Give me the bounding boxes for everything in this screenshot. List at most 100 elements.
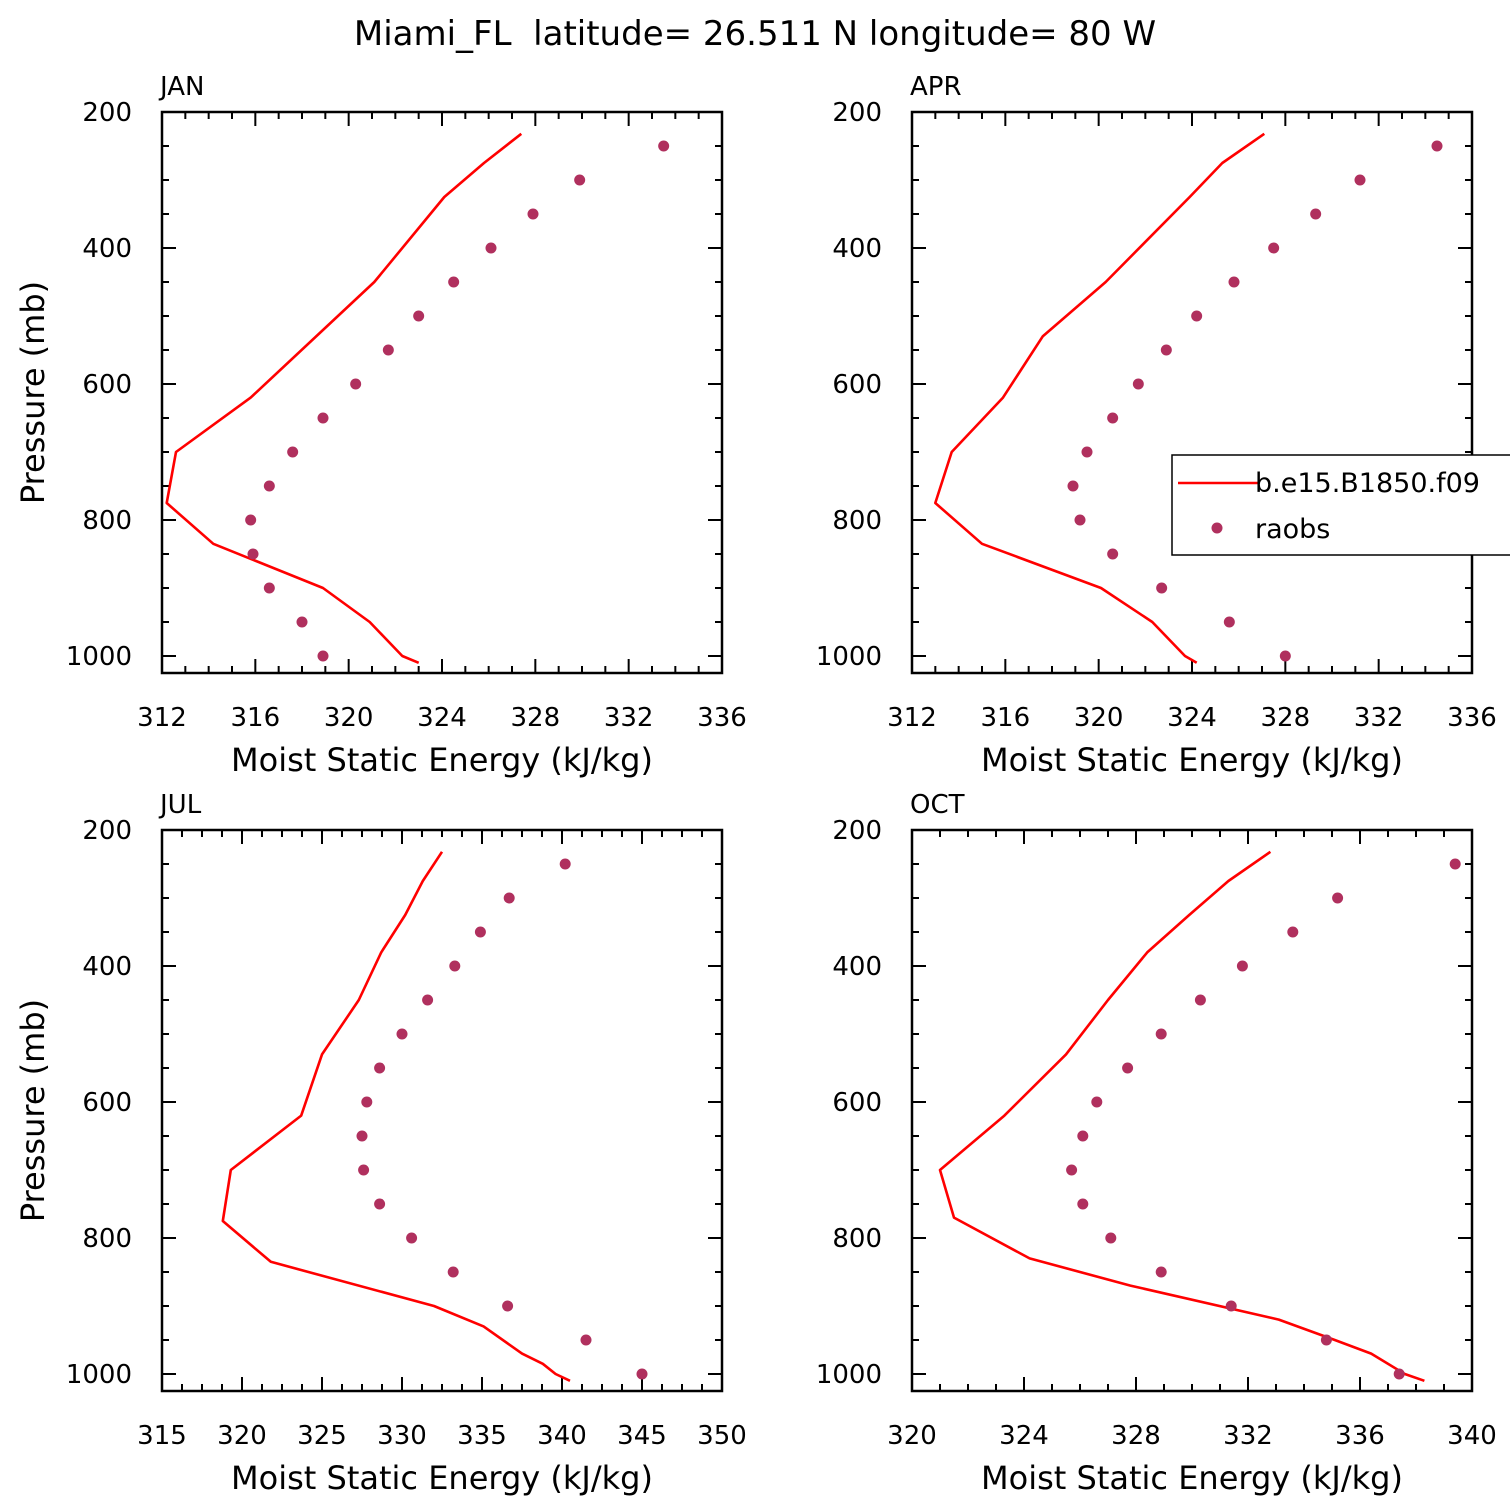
plot-frame xyxy=(160,828,724,1393)
raobs-point xyxy=(580,1334,592,1346)
model-profile-line xyxy=(221,851,571,1382)
x-tick-label: 316 xyxy=(231,703,281,733)
x-tick-label: 332 xyxy=(1354,703,1404,733)
raobs-point xyxy=(527,208,539,220)
raobs-point xyxy=(1354,174,1366,186)
x-axis-label: Moist Static Energy (kJ/kg) xyxy=(231,741,653,779)
y-axis-label: Pressure (mb) xyxy=(14,281,52,504)
y-tick-label: 200 xyxy=(82,98,132,128)
x-axis-label: Moist Static Energy (kJ/kg) xyxy=(981,1459,1403,1497)
x-tick-label: 324 xyxy=(999,1421,1049,1451)
raobs-point xyxy=(559,858,571,870)
y-tick-label: 600 xyxy=(832,1088,882,1118)
y-axis-label: Pressure (mb) xyxy=(14,999,52,1222)
panel-jan: 312 316 320 324 328 332 336 200 400 600 800 1000 Moi… xyxy=(14,72,747,779)
model-profile-line xyxy=(938,850,1425,1383)
figure-title: Miami_FL latitude= 26.511 N longitude= 8… xyxy=(354,14,1156,54)
y-tick-label: 600 xyxy=(82,370,132,400)
raobs-point xyxy=(413,310,425,322)
x-tick-label: 325 xyxy=(297,1421,347,1451)
raobs-point xyxy=(1155,1028,1167,1040)
raobs-point xyxy=(658,140,670,152)
x-tick-label: 324 xyxy=(1167,703,1217,733)
raobs-point xyxy=(350,378,362,390)
y-tick-label: 800 xyxy=(832,1224,882,1254)
raobs-point xyxy=(1132,378,1144,390)
raobs-point xyxy=(449,960,461,972)
raobs-point xyxy=(1268,242,1280,254)
x-tick-label: 328 xyxy=(511,703,561,733)
raobs-point xyxy=(356,1130,368,1142)
x-tick-label: 320 xyxy=(887,1421,937,1451)
panel-oct: 320 324 328 332 336 340 200 400 600 800 1000 Moist … xyxy=(816,790,1497,1497)
x-tick-label: 345 xyxy=(617,1421,667,1451)
raobs-point xyxy=(1081,446,1093,458)
y-tick-label: 1000 xyxy=(66,642,132,672)
legend-label-model: b.e15.B1850.f09 xyxy=(1255,468,1480,499)
raobs-point xyxy=(1310,208,1322,220)
raobs-point xyxy=(1107,548,1119,560)
y-tick-label: 800 xyxy=(82,506,132,536)
panel-label: OCT xyxy=(910,790,965,820)
plot-frame xyxy=(910,110,1474,675)
raobs-point xyxy=(1191,310,1203,322)
raobs-point xyxy=(448,276,460,288)
y-tick-label: 1000 xyxy=(816,1360,882,1390)
raobs-point xyxy=(263,582,275,594)
raobs-point xyxy=(374,1198,386,1210)
raobs-point xyxy=(1431,140,1443,152)
y-tick-label: 400 xyxy=(82,952,132,982)
y-tick-label: 200 xyxy=(832,98,882,128)
x-tick-label: 336 xyxy=(1447,703,1497,733)
model-profile-line xyxy=(933,132,1266,664)
y-tick-label: 600 xyxy=(832,370,882,400)
y-tick-label: 800 xyxy=(82,1224,132,1254)
raobs-point xyxy=(1393,1368,1405,1380)
raobs-point xyxy=(1066,1164,1078,1176)
x-tick-label: 316 xyxy=(981,703,1031,733)
raobs-point xyxy=(287,446,299,458)
raobs-point xyxy=(1449,858,1461,870)
x-tick-label: 340 xyxy=(537,1421,587,1451)
raobs-point xyxy=(636,1368,648,1380)
x-tick-label: 335 xyxy=(457,1421,507,1451)
raobs-point xyxy=(396,1028,408,1040)
axis-ticks xyxy=(161,829,723,1391)
y-tick-label: 600 xyxy=(82,1088,132,1118)
raobs-point xyxy=(247,548,259,560)
raobs-point xyxy=(263,480,275,492)
raobs-point xyxy=(358,1164,370,1176)
raobs-point xyxy=(1091,1096,1103,1108)
legend-label-raobs: raobs xyxy=(1255,514,1330,545)
y-tick-label: 1000 xyxy=(816,642,882,672)
x-tick-label: 340 xyxy=(1447,1421,1497,1451)
x-tick-label: 320 xyxy=(217,1421,267,1451)
y-tick-label: 400 xyxy=(832,234,882,264)
raobs-point xyxy=(382,344,394,356)
raobs-point xyxy=(1225,1300,1237,1312)
raobs-point xyxy=(1279,650,1291,662)
raobs-point xyxy=(1320,1334,1332,1346)
legend-marker-swatch xyxy=(1211,522,1223,534)
raobs-point xyxy=(296,616,308,628)
raobs-point xyxy=(422,994,434,1006)
raobs-point xyxy=(1287,926,1299,938)
x-tick-label: 332 xyxy=(1223,1421,1273,1451)
x-tick-label: 315 xyxy=(137,1421,187,1451)
plot-frame xyxy=(160,110,724,675)
x-tick-label: 336 xyxy=(1335,1421,1385,1451)
raobs-point xyxy=(485,242,497,254)
x-tick-label: 330 xyxy=(377,1421,427,1451)
x-tick-label: 336 xyxy=(697,703,747,733)
raobs-point xyxy=(1074,514,1086,526)
raobs-point xyxy=(502,1300,514,1312)
raobs-point xyxy=(503,892,515,904)
x-axis-label: Moist Static Energy (kJ/kg) xyxy=(231,1459,653,1497)
raobs-point xyxy=(1107,412,1119,424)
x-tick-label: 328 xyxy=(1261,703,1311,733)
y-tick-label: 200 xyxy=(82,816,132,846)
x-tick-label: 332 xyxy=(604,703,654,733)
raobs-point xyxy=(406,1232,418,1244)
raobs-point xyxy=(317,650,329,662)
